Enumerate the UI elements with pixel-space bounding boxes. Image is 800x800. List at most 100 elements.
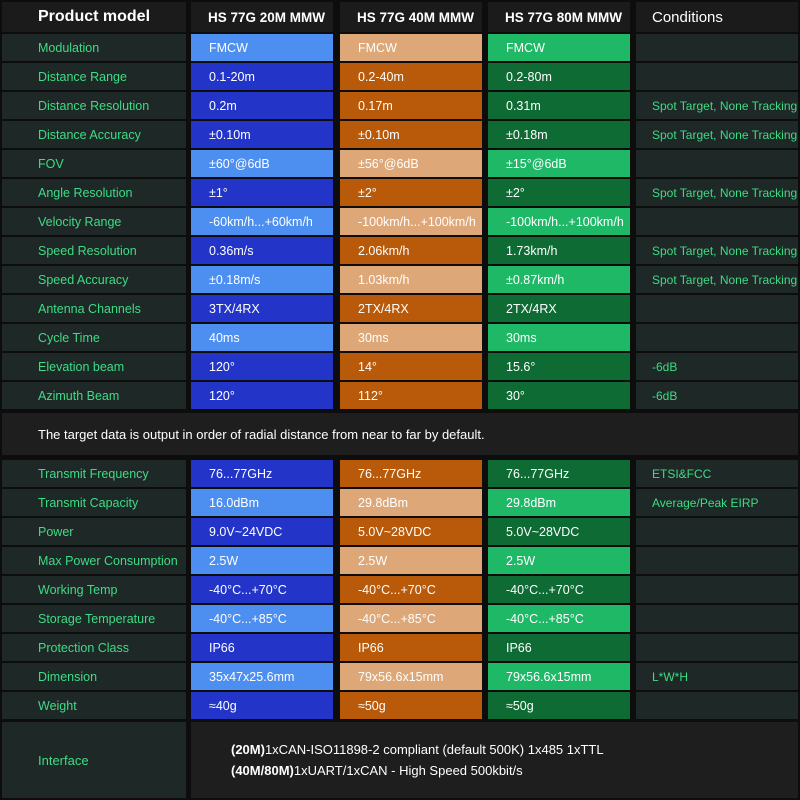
row-label-dimension: Dimension — [2, 663, 186, 690]
row-label-modulation: Modulation — [2, 34, 186, 61]
condition-cycle-time — [636, 324, 798, 351]
condition-fov — [636, 150, 798, 177]
row-label-speed-resolution: Speed Resolution — [2, 237, 186, 264]
value-80m-working-temp: -40°C...+70°C — [488, 576, 630, 603]
row-label-max-power-consumption: Max Power Consumption — [2, 547, 186, 574]
condition-distance-accuracy: Spot Target, None Tracking — [636, 121, 798, 148]
value-80m-weight: ≈50g — [488, 692, 630, 719]
value-40m-speed-resolution: 2.06km/h — [340, 237, 482, 264]
value-40m-dimension: 79x56.6x15mm — [340, 663, 482, 690]
row-label-fov: FOV — [2, 150, 186, 177]
value-80m-transmit-frequency: 76...77GHz — [488, 460, 630, 487]
value-40m-elevation-beam: 14° — [340, 353, 482, 380]
value-20m-working-temp: -40°C...+70°C — [191, 576, 333, 603]
condition-distance-resolution: Spot Target, None Tracking — [636, 92, 798, 119]
header-conditions: Conditions — [636, 2, 798, 32]
value-40m-power: 5.0V~28VDC — [340, 518, 482, 545]
value-40m-modulation: FMCW — [340, 34, 482, 61]
value-40m-distance-resolution: 0.17m — [340, 92, 482, 119]
value-80m-velocity-range: -100km/h...+100km/h — [488, 208, 630, 235]
interface-line-20m: (20M)1xCAN-ISO11898-2 compliant (default… — [231, 742, 604, 757]
condition-antenna-channels — [636, 295, 798, 322]
value-20m-angle-resolution: ±1° — [191, 179, 333, 206]
value-80m-transmit-capacity: 29.8dBm — [488, 489, 630, 516]
value-20m-cycle-time: 40ms — [191, 324, 333, 351]
value-20m-velocity-range: -60km/h...+60km/h — [191, 208, 333, 235]
condition-transmit-frequency: ETSI&FCC — [636, 460, 798, 487]
value-80m-antenna-channels: 2TX/4RX — [488, 295, 630, 322]
value-80m-distance-accuracy: ±0.18m — [488, 121, 630, 148]
value-40m-max-power-consumption: 2.5W — [340, 547, 482, 574]
value-20m-speed-resolution: 0.36m/s — [191, 237, 333, 264]
value-20m-storage-temperature: -40°C...+85°C — [191, 605, 333, 632]
header-model-20m: HS 77G 20M MMW — [191, 2, 333, 32]
value-20m-transmit-frequency: 76...77GHz — [191, 460, 333, 487]
row-label-velocity-range: Velocity Range — [2, 208, 186, 235]
value-40m-angle-resolution: ±2° — [340, 179, 482, 206]
value-80m-dimension: 79x56.6x15mm — [488, 663, 630, 690]
value-20m-transmit-capacity: 16.0dBm — [191, 489, 333, 516]
value-40m-cycle-time: 30ms — [340, 324, 482, 351]
row-label-azimuth-beam: Azimuth Beam — [2, 382, 186, 409]
value-80m-distance-range: 0.2-80m — [488, 63, 630, 90]
row-label-distance-resolution: Distance Resolution — [2, 92, 186, 119]
value-20m-dimension: 35x47x25.6mm — [191, 663, 333, 690]
output-order-note: The target data is output in order of ra… — [2, 413, 798, 455]
condition-storage-temperature — [636, 605, 798, 632]
row-label-cycle-time: Cycle Time — [2, 324, 186, 351]
value-40m-azimuth-beam: 112° — [340, 382, 482, 409]
value-40m-velocity-range: -100km/h...+100km/h — [340, 208, 482, 235]
value-80m-distance-resolution: 0.31m — [488, 92, 630, 119]
condition-weight — [636, 692, 798, 719]
value-80m-storage-temperature: -40°C...+85°C — [488, 605, 630, 632]
value-40m-distance-range: 0.2-40m — [340, 63, 482, 90]
condition-modulation — [636, 34, 798, 61]
value-40m-antenna-channels: 2TX/4RX — [340, 295, 482, 322]
interface-description: (20M)1xCAN-ISO11898-2 compliant (default… — [191, 722, 798, 798]
row-label-elevation-beam: Elevation beam — [2, 353, 186, 380]
condition-transmit-capacity: Average/Peak EIRP — [636, 489, 798, 516]
value-40m-protection-class: IP66 — [340, 634, 482, 661]
condition-angle-resolution: Spot Target, None Tracking — [636, 179, 798, 206]
row-label-speed-accuracy: Speed Accuracy — [2, 266, 186, 293]
row-label-transmit-capacity: Transmit Capacity — [2, 489, 186, 516]
condition-velocity-range — [636, 208, 798, 235]
value-40m-distance-accuracy: ±0.10m — [340, 121, 482, 148]
row-label-protection-class: Protection Class — [2, 634, 186, 661]
value-20m-distance-resolution: 0.2m — [191, 92, 333, 119]
value-20m-azimuth-beam: 120° — [191, 382, 333, 409]
value-40m-transmit-capacity: 29.8dBm — [340, 489, 482, 516]
interface-20m-text: 1xCAN-ISO11898-2 compliant (default 500K… — [264, 742, 604, 757]
row-label-angle-resolution: Angle Resolution — [2, 179, 186, 206]
condition-elevation-beam: -6dB — [636, 353, 798, 380]
value-40m-transmit-frequency: 76...77GHz — [340, 460, 482, 487]
interface-line-40m-80m: (40M/80M)1xUART/1xCAN - High Speed 500kb… — [231, 763, 523, 778]
row-label-distance-accuracy: Distance Accuracy — [2, 121, 186, 148]
value-20m-protection-class: IP66 — [191, 634, 333, 661]
value-40m-working-temp: -40°C...+70°C — [340, 576, 482, 603]
row-label-power: Power — [2, 518, 186, 545]
value-20m-antenna-channels: 3TX/4RX — [191, 295, 333, 322]
row-label-weight: Weight — [2, 692, 186, 719]
header-model-40m: HS 77G 40M MMW — [340, 2, 482, 32]
value-20m-max-power-consumption: 2.5W — [191, 547, 333, 574]
value-80m-cycle-time: 30ms — [488, 324, 630, 351]
row-label-working-temp: Working Temp — [2, 576, 186, 603]
header-model-80m: HS 77G 80M MMW — [488, 2, 630, 32]
value-80m-speed-resolution: 1.73km/h — [488, 237, 630, 264]
condition-speed-accuracy: Spot Target, None Tracking — [636, 266, 798, 293]
condition-working-temp — [636, 576, 798, 603]
value-20m-fov: ±60°@6dB — [191, 150, 333, 177]
value-20m-speed-accuracy: ±0.18m/s — [191, 266, 333, 293]
condition-max-power-consumption — [636, 547, 798, 574]
value-80m-power: 5.0V~28VDC — [488, 518, 630, 545]
interface-label: Interface — [2, 722, 186, 798]
condition-distance-range — [636, 63, 798, 90]
value-80m-max-power-consumption: 2.5W — [488, 547, 630, 574]
value-40m-speed-accuracy: 1.03km/h — [340, 266, 482, 293]
value-80m-protection-class: IP66 — [488, 634, 630, 661]
condition-speed-resolution: Spot Target, None Tracking — [636, 237, 798, 264]
value-20m-distance-range: 0.1-20m — [191, 63, 333, 90]
value-20m-weight: ≈40g — [191, 692, 333, 719]
